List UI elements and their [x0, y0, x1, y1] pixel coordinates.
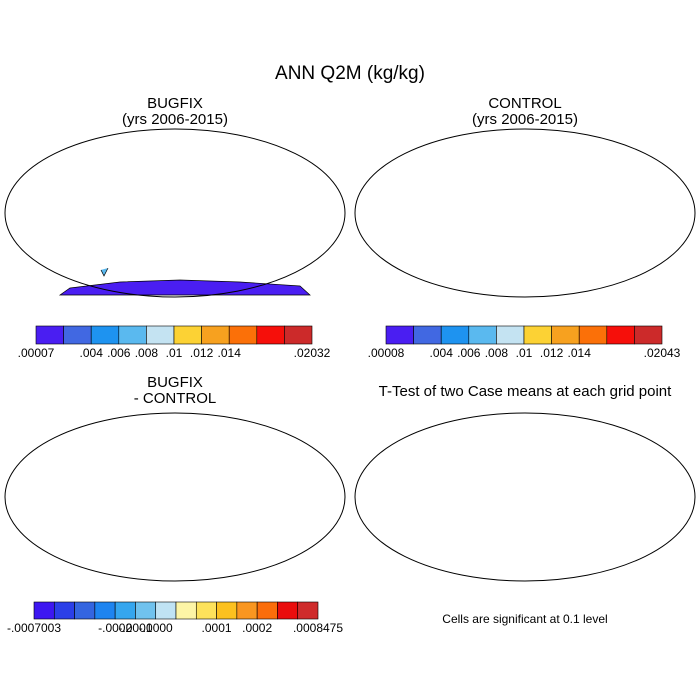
colorbar-tick-label: .004 — [430, 346, 454, 360]
coastlines — [400, 419, 660, 579]
colorbar-swatch — [53, 601, 75, 620]
colorbar-control: .00008 .004.006 .008 .01 .012 .014 .02043 — [368, 325, 681, 360]
colorbar-tick-label: .008 — [485, 346, 509, 360]
colorbar-tick-label: .006 — [107, 346, 131, 360]
panel-title-ttest: T-Test of two Case means at each grid po… — [378, 383, 672, 400]
colorbar-swatch — [173, 325, 202, 345]
colorbar-tick-label: .008 — [135, 346, 159, 360]
colorbar-swatch — [228, 325, 258, 345]
colorbar-swatch — [277, 601, 299, 620]
panel-title-line1: BUGFIX — [147, 374, 203, 391]
colorbar-swatch — [33, 601, 55, 620]
colorbar-swatch — [385, 325, 414, 345]
colorbar-swatch — [216, 601, 238, 620]
colorbar-swatch — [297, 601, 319, 620]
colorbar-swatch — [90, 325, 120, 345]
panel-title-line2: - CONTROL — [133, 390, 217, 407]
colorbar-swatch — [256, 601, 278, 620]
map-panel-ttest — [354, 412, 696, 582]
colorbar-swatch — [114, 601, 136, 620]
colorbar-tick-label: .006 — [457, 346, 481, 360]
humidity-field — [50, 259, 310, 295]
colorbar-swatch — [118, 325, 147, 345]
colorbar-tick-label: .012 — [540, 346, 564, 360]
colorbar-swatch — [236, 601, 258, 620]
panel-title-control: CONTROL (yrs 2006-2015) — [425, 96, 625, 128]
map-border — [354, 412, 696, 582]
colorbar-swatch — [146, 325, 175, 345]
colorbar-swatch — [551, 325, 580, 345]
colorbar-swatch — [63, 325, 92, 345]
colorbar-swatch — [523, 325, 552, 345]
colorbar-tick-label: .00007 — [18, 346, 55, 360]
colorbar-swatch — [135, 601, 157, 620]
colorbar-tick-label: -.0000 — [139, 621, 173, 635]
colorbar-swatch — [496, 325, 525, 345]
map-border — [4, 412, 346, 582]
colorbar-swatch — [256, 325, 285, 345]
panel-title-difference: BUGFIX - CONTROL — [75, 375, 275, 407]
difference-field — [50, 419, 310, 579]
colorbar-swatch — [94, 601, 116, 620]
colorbar-tick-label: .02032 — [294, 346, 331, 360]
colorbar-tick-label: .014 — [568, 346, 592, 360]
colorbar-bugfix: .00007 .004.006 .008 .01 .012 .014 .02032 — [18, 325, 331, 360]
panel-title-line1: CONTROL — [488, 95, 562, 112]
panel-title-line1: BUGFIX — [147, 95, 203, 112]
humidity-field — [400, 135, 660, 295]
colorbar-tick-label: .0001 — [202, 621, 232, 635]
colorbar-difference: -.0007003 -.0002-.0001-.0000 .0001 .0002 .00… — [7, 601, 343, 635]
colorbar-tick-label: -.0002 — [98, 621, 132, 635]
colorbar-swatch — [175, 601, 197, 620]
colorbar-tick-label: .0008475 — [293, 621, 343, 635]
colorbar-tick-label: -.0007003 — [7, 621, 61, 635]
colorbar-tick-label: .02043 — [644, 346, 681, 360]
map-border — [354, 128, 696, 298]
colorbar-tick-label: .012 — [190, 346, 214, 360]
colorbar-tick-label: .01 — [516, 346, 533, 360]
coastlines — [49, 259, 311, 296]
colorbar-swatch — [413, 325, 442, 345]
colorbar-swatch — [468, 325, 497, 345]
panel-title-line2: (yrs 2006-2015) — [122, 111, 228, 128]
panel-title-bugfix: BUGFIX (yrs 2006-2015) — [75, 96, 275, 128]
colorbar-tick-label: .00008 — [368, 346, 405, 360]
colorbar-swatch — [440, 325, 470, 345]
colorbar-swatch — [578, 325, 608, 345]
coastlines — [50, 419, 310, 579]
colorbar-swatch — [606, 325, 635, 345]
map-panel-control — [354, 128, 696, 298]
colorbar-tick-label: .004 — [80, 346, 104, 360]
coastlines — [400, 135, 660, 295]
map-border — [4, 128, 346, 298]
colorbar-swatch — [634, 325, 663, 345]
panel-title-line2: (yrs 2006-2015) — [472, 111, 578, 128]
colorbar-swatch — [284, 325, 313, 345]
figure-title: ANN Q2M (kg/kg) — [275, 63, 425, 84]
colorbar-tick-label: .01 — [166, 346, 183, 360]
map-panel-difference — [4, 412, 346, 582]
colorbar-tick-label: .0002 — [242, 621, 272, 635]
colorbar-swatch — [195, 601, 217, 620]
significant-cells — [430, 422, 650, 578]
map-panel-bugfix — [4, 128, 346, 298]
colorbar-tick-label: -.0001 — [118, 621, 152, 635]
colorbar-swatch — [74, 601, 96, 620]
colorbar-swatch — [201, 325, 230, 345]
colorbar-tick-label: .014 — [218, 346, 242, 360]
colorbar-swatch — [35, 325, 64, 345]
colorbar-swatch — [155, 601, 177, 620]
significance-note: Cells are significant at 0.1 level — [442, 612, 608, 626]
